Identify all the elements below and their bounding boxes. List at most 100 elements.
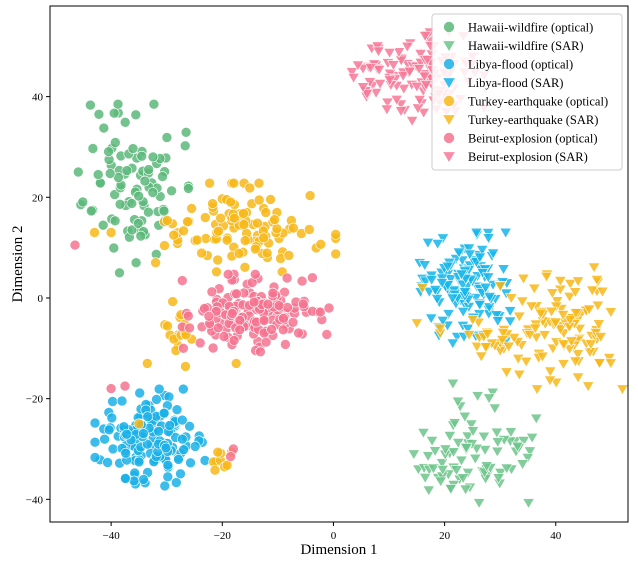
data-point-series-3 xyxy=(442,309,455,320)
data-point-series-1 xyxy=(417,428,430,439)
data-point-series-0 xyxy=(85,99,96,111)
data-point-series-7 xyxy=(401,41,414,53)
data-point-series-2 xyxy=(103,424,115,436)
data-point-series-2 xyxy=(121,428,132,440)
data-point-series-7 xyxy=(345,67,359,78)
data-point-series-0 xyxy=(147,187,159,198)
data-point-series-5 xyxy=(504,293,518,304)
data-point-series-6 xyxy=(280,339,291,350)
data-point-series-1 xyxy=(525,432,539,444)
data-point-series-4 xyxy=(186,203,197,214)
data-point-series-0 xyxy=(103,146,114,157)
data-point-series-6 xyxy=(266,324,277,335)
data-point-series-4 xyxy=(212,254,223,266)
legend-label: Libya-flood (SAR) xyxy=(468,76,563,90)
data-point-series-7 xyxy=(372,65,386,76)
data-point-series-4 xyxy=(229,212,240,224)
data-point-series-3 xyxy=(491,316,505,327)
data-point-series-5 xyxy=(591,300,605,312)
data-point-series-1 xyxy=(427,463,440,475)
legend-marker xyxy=(443,58,455,70)
data-point-series-5 xyxy=(593,358,606,369)
data-point-series-7 xyxy=(347,73,360,84)
data-point-series-0 xyxy=(180,127,192,138)
data-point-series-3 xyxy=(483,292,496,303)
data-point-series-0 xyxy=(130,257,142,269)
data-point-series-1 xyxy=(477,431,491,443)
data-point-series-4 xyxy=(105,227,117,238)
data-point-series-7 xyxy=(421,54,434,66)
data-point-series-3 xyxy=(461,323,475,335)
data-point-series-1 xyxy=(490,427,504,439)
data-point-series-1 xyxy=(422,485,436,497)
legend-marker xyxy=(442,77,456,90)
data-point-series-1 xyxy=(451,396,465,408)
data-point-series-0 xyxy=(92,169,104,180)
data-point-series-2 xyxy=(171,404,183,416)
data-point-series-5 xyxy=(549,301,563,313)
data-point-series-5 xyxy=(602,353,616,364)
ticks-layer: −40 −20 0 20 40 −40 −20 0 20 40 xyxy=(26,92,562,542)
y-tick-label: 40 xyxy=(32,92,44,104)
data-point-series-7 xyxy=(351,60,365,72)
data-point-series-6 xyxy=(119,380,131,392)
data-point-series-6 xyxy=(69,239,81,251)
data-point-series-5 xyxy=(416,283,429,294)
x-tick-label: −20 xyxy=(214,530,232,542)
data-point-series-7 xyxy=(373,79,387,90)
data-point-series-3 xyxy=(481,272,495,284)
data-point-series-4 xyxy=(239,261,251,273)
data-point-series-5 xyxy=(557,339,570,350)
data-point-series-2 xyxy=(138,428,149,439)
data-point-series-5 xyxy=(568,287,582,298)
data-point-series-4 xyxy=(330,229,342,240)
data-point-series-5 xyxy=(540,271,553,283)
data-point-series-7 xyxy=(394,106,408,117)
data-point-series-4 xyxy=(288,222,299,234)
data-point-series-4 xyxy=(196,247,207,259)
data-point-series-4 xyxy=(204,177,215,189)
legend-label: Hawaii-wildfire (SAR) xyxy=(468,39,584,53)
data-point-series-5 xyxy=(546,288,559,300)
y-tick-label: −20 xyxy=(26,394,44,406)
data-point-series-0 xyxy=(77,196,89,208)
data-point-series-4 xyxy=(233,248,245,259)
data-point-series-5 xyxy=(496,335,509,346)
data-point-series-3 xyxy=(455,269,468,281)
data-point-series-0 xyxy=(110,137,121,148)
data-point-series-5 xyxy=(563,344,576,355)
data-point-series-6 xyxy=(218,331,230,342)
data-point-series-4 xyxy=(252,217,263,229)
data-point-series-3 xyxy=(499,227,512,239)
data-point-series-1 xyxy=(511,441,524,453)
data-point-series-0 xyxy=(161,132,173,143)
legend-marker xyxy=(442,114,456,127)
data-point-series-0 xyxy=(73,166,84,178)
data-point-series-1 xyxy=(459,484,472,496)
data-point-series-0 xyxy=(126,198,138,209)
data-point-series-5 xyxy=(571,372,585,384)
data-point-series-6 xyxy=(183,310,194,322)
data-point-series-2 xyxy=(162,471,174,483)
data-point-series-3 xyxy=(431,239,444,250)
data-point-series-1 xyxy=(421,451,435,462)
data-point-series-3 xyxy=(452,247,466,259)
data-point-series-2 xyxy=(99,433,110,445)
data-point-series-3 xyxy=(490,310,503,322)
data-point-series-2 xyxy=(89,452,101,463)
data-point-series-4 xyxy=(221,234,233,246)
legend: Hawaii-wildfire (optical) Hawaii-wildfire… xyxy=(431,13,623,171)
data-point-series-4 xyxy=(133,418,145,430)
data-point-series-7 xyxy=(383,48,396,59)
data-point-series-4 xyxy=(330,248,342,260)
data-point-series-3 xyxy=(497,264,510,276)
data-point-series-5 xyxy=(516,296,529,308)
data-point-series-3 xyxy=(425,275,438,286)
data-point-series-4 xyxy=(162,320,173,332)
data-point-series-6 xyxy=(255,346,266,358)
legend-label: Beirut-explosion (SAR) xyxy=(468,150,588,164)
data-point-series-2 xyxy=(178,444,189,456)
data-point-series-2 xyxy=(159,480,171,492)
legend-label: Beirut-explosion (optical) xyxy=(468,132,597,146)
data-point-series-7 xyxy=(372,46,385,58)
